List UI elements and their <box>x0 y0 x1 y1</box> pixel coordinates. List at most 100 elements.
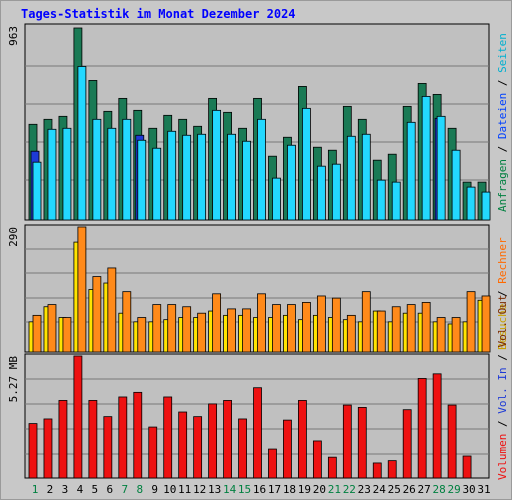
bar-dateien-day-2 <box>47 128 57 221</box>
bar-dateien-day-16 <box>257 118 266 221</box>
bar-volumen-day-23 <box>357 406 367 479</box>
bar-rechner-day-8 <box>137 317 147 353</box>
day-label-12: 12 <box>193 483 206 496</box>
day-label-29: 29 <box>447 483 460 496</box>
bar-dateien-day-11 <box>182 134 192 221</box>
bar-rechner-day-20 <box>316 295 326 353</box>
legend-visits-part-3: Rechner <box>496 237 509 284</box>
bar-dateien-day-25 <box>391 181 401 221</box>
bar-dateien-day-12 <box>197 133 207 221</box>
bar-volumen-day-28 <box>432 373 442 479</box>
bar-dateien-day-26 <box>406 121 416 221</box>
bar-rechner-day-23 <box>361 291 371 353</box>
bar-volumen-day-18 <box>283 419 292 479</box>
bar-dateien-day-7 <box>122 118 132 221</box>
bar-volumen-day-25 <box>387 460 397 479</box>
bar-dateien-day-1 <box>32 161 42 221</box>
bar-rechner-day-16 <box>257 293 266 353</box>
bar-rechner-day-15 <box>242 308 251 353</box>
bar-rechner-day-9 <box>152 304 162 353</box>
day-label-22: 22 <box>343 483 356 496</box>
bar-dateien-day-3 <box>62 127 72 221</box>
bar-rechner-day-6 <box>107 267 117 353</box>
legend-visits-part-2: / <box>496 284 509 304</box>
bar-volumen-day-7 <box>118 396 128 479</box>
day-label-10: 10 <box>163 483 176 496</box>
bar-dateien-day-13 <box>212 109 222 221</box>
bar-dateien-day-27 <box>421 95 431 221</box>
bar-dateien-day-22 <box>346 135 356 221</box>
day-label-4: 4 <box>77 483 84 496</box>
panel-2-ymax-label: 290 <box>7 227 20 247</box>
day-label-27: 27 <box>418 483 431 496</box>
day-label-25: 25 <box>388 483 401 496</box>
bar-rechner-day-18 <box>287 304 296 353</box>
bar-dateien-day-10 <box>167 130 177 221</box>
bar-volumen-day-29 <box>447 404 457 479</box>
bar-rechner-day-1 <box>32 314 42 353</box>
bar-dateien-day-29 <box>451 149 461 221</box>
bar-volumen-day-12 <box>193 416 203 479</box>
legend-hits-part-4: / <box>496 73 509 93</box>
day-label-26: 26 <box>403 483 416 496</box>
day-label-13: 13 <box>208 483 221 496</box>
day-label-24: 24 <box>373 483 387 496</box>
bar-volumen-day-27 <box>417 378 427 479</box>
legend-hits-part-5: Seiten <box>496 33 509 73</box>
bar-dateien-day-6 <box>107 127 117 221</box>
day-label-20: 20 <box>313 483 326 496</box>
bar-dateien-day-28 <box>436 115 446 221</box>
bar-dateien-day-21 <box>331 163 341 221</box>
bar-rechner-day-27 <box>421 302 431 353</box>
bar-rechner-day-2 <box>47 304 57 353</box>
day-label-9: 9 <box>151 483 158 496</box>
bar-dateien-day-4 <box>77 66 87 221</box>
bar-rechner-day-19 <box>302 302 311 353</box>
bar-volumen-day-5 <box>88 400 98 479</box>
bar-rechner-day-3 <box>62 317 72 353</box>
day-label-21: 21 <box>328 483 341 496</box>
bar-volumen-day-21 <box>327 456 337 479</box>
bar-rechner-day-11 <box>182 306 192 353</box>
bar-volumen-day-22 <box>342 404 352 479</box>
day-label-18: 18 <box>283 483 296 496</box>
day-label-6: 6 <box>107 483 114 496</box>
bar-rechner-day-28 <box>436 317 446 353</box>
day-label-14: 14 <box>223 483 237 496</box>
bar-dateien-day-9 <box>152 147 162 221</box>
day-label-31: 31 <box>477 483 490 496</box>
bar-volumen-day-1 <box>28 423 38 479</box>
bar-dateien-day-24 <box>376 179 386 221</box>
bar-rechner-day-13 <box>212 293 222 353</box>
legend-volume-part-5: Vol. Out <box>496 295 509 348</box>
bar-volumen-day-10 <box>163 396 173 479</box>
bar-volumen-day-9 <box>148 426 158 479</box>
day-label-7: 7 <box>121 483 128 496</box>
legend-volume-part-1: Volumen <box>496 434 509 480</box>
day-label-2: 2 <box>47 483 54 496</box>
legend-hits: Anfragen / Dateien / Seiten <box>496 33 509 212</box>
legend-visits: Besuche / Rechner <box>496 237 509 350</box>
bar-volumen-day-4 <box>73 355 83 479</box>
bar-volumen-day-26 <box>402 409 412 479</box>
bar-rechner-day-14 <box>227 308 236 353</box>
panel-1-ymax-label: 963 <box>7 26 20 46</box>
bar-dateien-day-30 <box>466 186 476 221</box>
day-label-28: 28 <box>433 483 446 496</box>
bar-volumen-day-15 <box>238 418 247 479</box>
bar-dateien-day-20 <box>316 165 326 221</box>
bar-rechner-day-30 <box>466 291 476 353</box>
legend-hits-part-3: Dateien <box>496 93 509 139</box>
bar-rechner-day-21 <box>331 297 341 353</box>
bar-rechner-day-12 <box>197 312 207 353</box>
bar-dateien-day-18 <box>287 144 296 221</box>
bar-rechner-day-4 <box>77 226 87 353</box>
bar-volumen-day-24 <box>372 462 382 479</box>
bar-rechner-day-17 <box>272 304 281 353</box>
day-label-8: 8 <box>136 483 143 496</box>
bar-dateien-day-14 <box>227 133 236 221</box>
bar-rechner-day-24 <box>376 310 386 353</box>
bar-volumen-day-13 <box>208 403 218 479</box>
panel-3-ymax-label: 5.27 MB <box>7 356 20 403</box>
